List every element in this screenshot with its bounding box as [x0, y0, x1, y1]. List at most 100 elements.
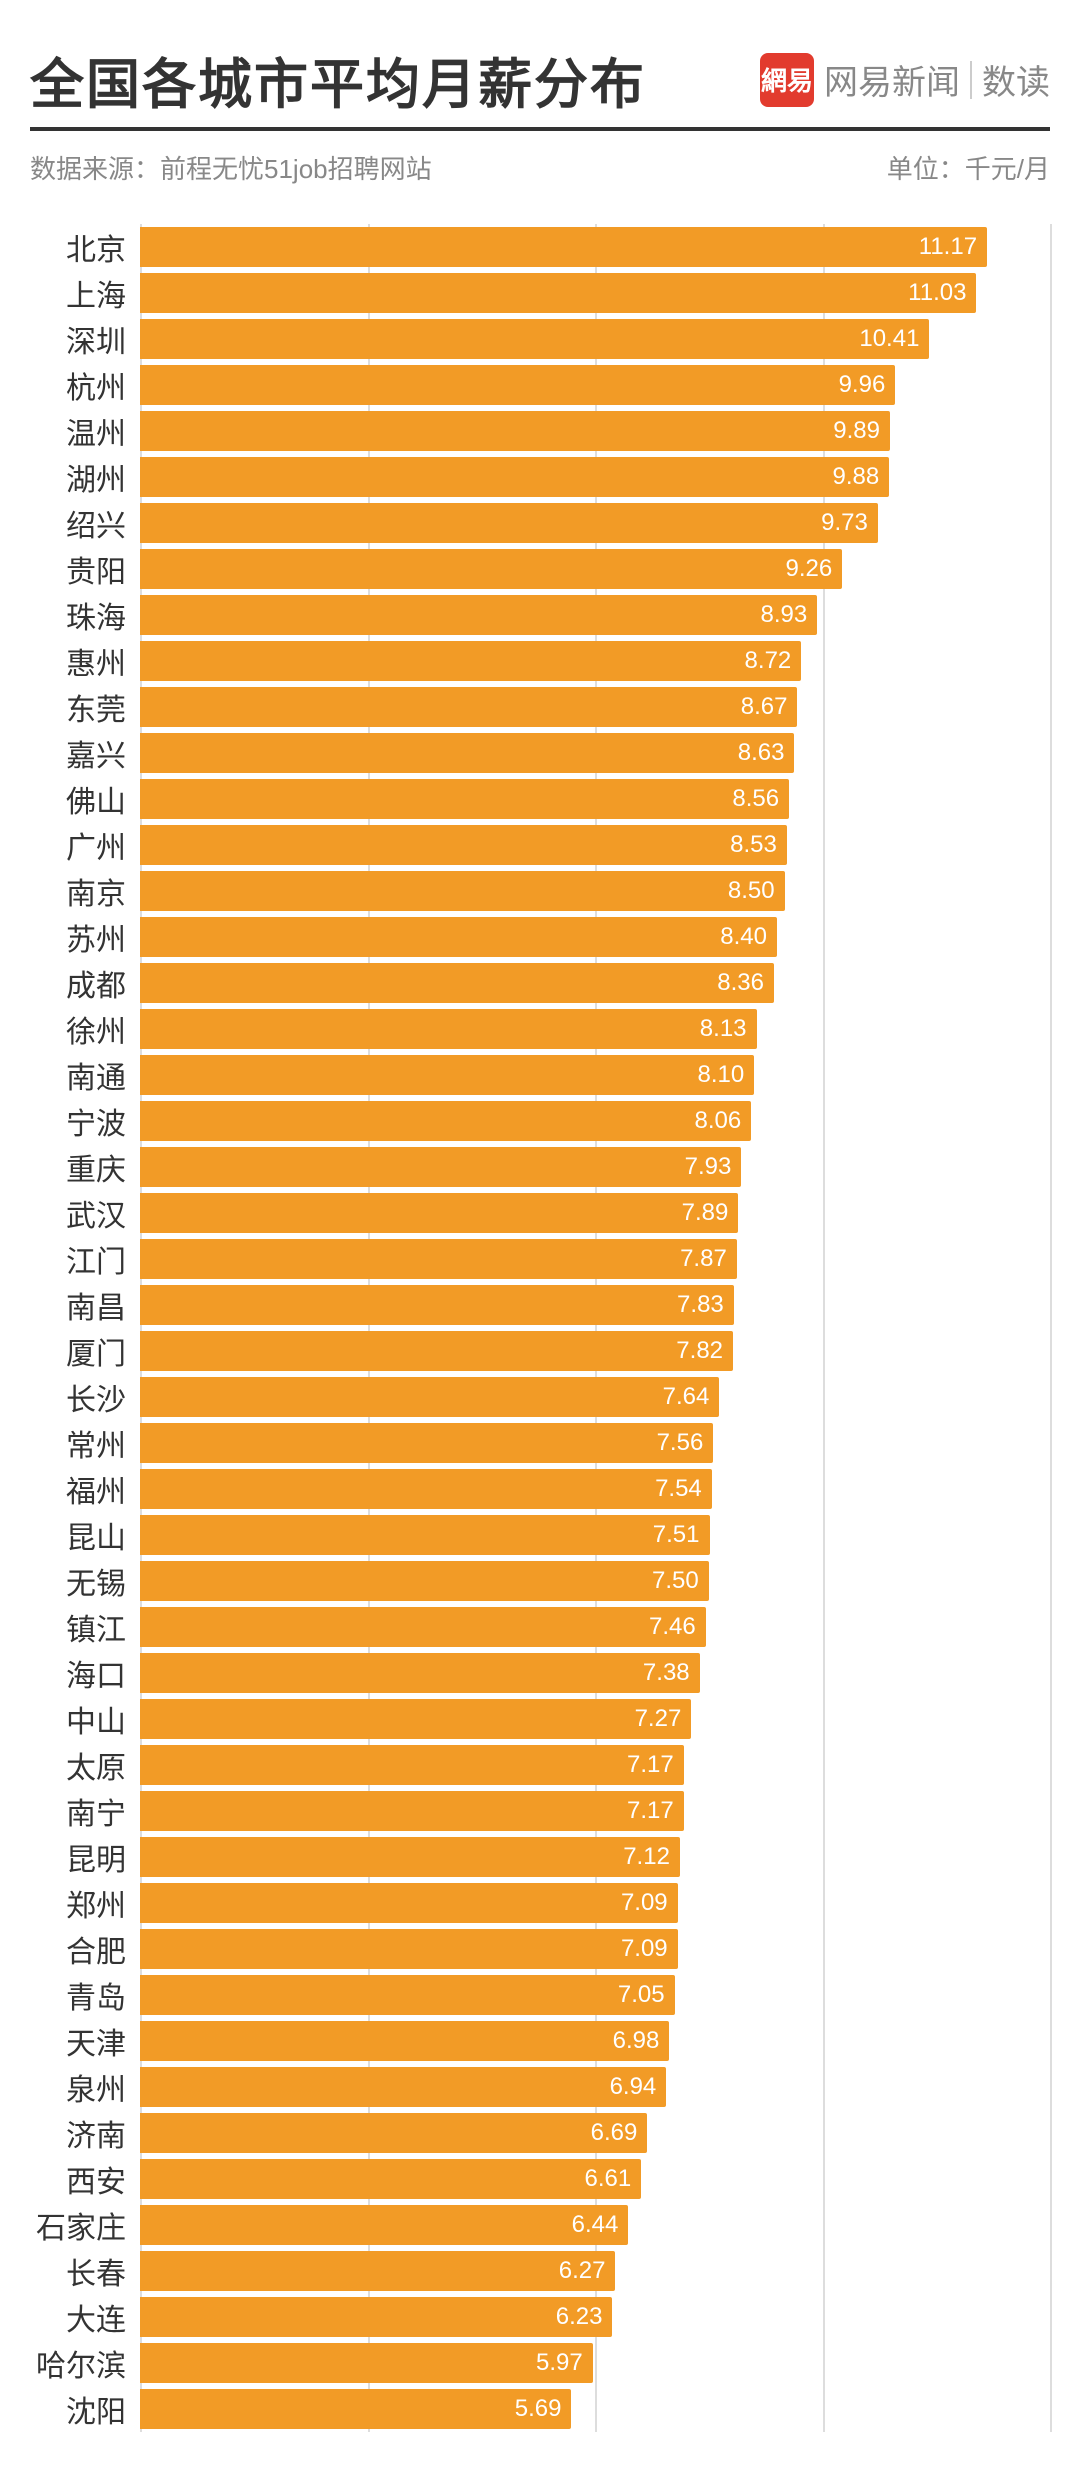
- salary-value: 7.38: [643, 1659, 690, 1687]
- city-label: 大连: [30, 2295, 140, 2339]
- salary-bar: 7.89: [140, 1193, 738, 1233]
- city-label: 长春: [30, 2249, 140, 2293]
- salary-value: 8.53: [730, 831, 777, 859]
- bar-cell: 5.97: [140, 2340, 1050, 2386]
- chart-row: 镇江7.46: [30, 1604, 1050, 1650]
- salary-value: 7.05: [618, 1981, 665, 2009]
- city-label: 长沙: [30, 1375, 140, 1419]
- city-label: 苏州: [30, 915, 140, 959]
- chart-row: 佛山8.56: [30, 776, 1050, 822]
- chart-row: 贵阳9.26: [30, 546, 1050, 592]
- bar-cell: 8.56: [140, 776, 1050, 822]
- salary-bar: 9.96: [140, 365, 895, 405]
- chart-row: 无锡7.50: [30, 1558, 1050, 1604]
- salary-bar: 9.88: [140, 457, 889, 497]
- salary-bar: 8.56: [140, 779, 789, 819]
- salary-value: 8.06: [694, 1107, 741, 1135]
- bar-cell: 8.63: [140, 730, 1050, 776]
- chart-row: 南通8.10: [30, 1052, 1050, 1098]
- salary-bar: 8.50: [140, 871, 785, 911]
- city-label: 东莞: [30, 685, 140, 729]
- bar-cell: 7.83: [140, 1282, 1050, 1328]
- city-label: 温州: [30, 409, 140, 453]
- chart-row: 温州9.89: [30, 408, 1050, 454]
- bar-cell: 10.41: [140, 316, 1050, 362]
- city-label: 佛山: [30, 777, 140, 821]
- bar-cell: 8.06: [140, 1098, 1050, 1144]
- salary-value: 5.69: [515, 2395, 562, 2423]
- chart-row: 长沙7.64: [30, 1374, 1050, 1420]
- salary-value: 7.17: [627, 1751, 674, 1779]
- salary-value: 8.13: [700, 1015, 747, 1043]
- salary-value: 7.56: [657, 1429, 704, 1457]
- bar-cell: 6.61: [140, 2156, 1050, 2202]
- chart-row: 合肥7.09: [30, 1926, 1050, 1972]
- city-label: 惠州: [30, 639, 140, 683]
- chart-row: 泉州6.94: [30, 2064, 1050, 2110]
- bar-cell: 8.13: [140, 1006, 1050, 1052]
- salary-bar: 7.09: [140, 1929, 678, 1969]
- chart-row: 常州 7.56: [30, 1420, 1050, 1466]
- brand-text-1: 网易新闻: [824, 55, 960, 104]
- city-label: 武汉: [30, 1191, 140, 1235]
- salary-bar: 7.51: [140, 1515, 710, 1555]
- salary-bar: 7.09: [140, 1883, 678, 1923]
- chart-plot-area: 北京11.17上海11.03深圳10.41杭州9.96温州9.89湖州9.88绍…: [30, 224, 1050, 2432]
- salary-bar: 8.72: [140, 641, 801, 681]
- salary-bar: 9.26: [140, 549, 842, 589]
- city-label: 珠海: [30, 593, 140, 637]
- bar-cell: 7.56: [140, 1420, 1050, 1466]
- city-label: 常州: [30, 1421, 140, 1465]
- chart-row: 昆明7.12: [30, 1834, 1050, 1880]
- bar-cell: 7.64: [140, 1374, 1050, 1420]
- city-label: 石家庄: [30, 2203, 140, 2247]
- salary-value: 6.69: [591, 2119, 638, 2147]
- salary-value: 7.17: [627, 1797, 674, 1825]
- salary-bar: 6.61: [140, 2159, 641, 2199]
- salary-value: 8.63: [738, 739, 785, 767]
- chart-row: 郑州7.09: [30, 1880, 1050, 1926]
- chart-row: 天津6.98: [30, 2018, 1050, 2064]
- salary-bar: 8.93: [140, 595, 817, 635]
- chart-row: 宁波8.06: [30, 1098, 1050, 1144]
- city-label: 沈阳: [30, 2387, 140, 2431]
- city-label: 重庆: [30, 1145, 140, 1189]
- city-label: 嘉兴: [30, 731, 140, 775]
- salary-value: 6.23: [556, 2303, 603, 2331]
- salary-bar: 7.93: [140, 1147, 741, 1187]
- salary-value: 11.17: [919, 233, 977, 261]
- brand-separator: [970, 61, 972, 99]
- salary-value: 8.50: [728, 877, 775, 905]
- chart-row: 沈阳 5.69: [30, 2386, 1050, 2432]
- bar-cell: 7.89: [140, 1190, 1050, 1236]
- salary-bar: 7.38: [140, 1653, 700, 1693]
- city-label: 北京: [30, 225, 140, 269]
- bar-cell: 7.82: [140, 1328, 1050, 1374]
- salary-bar: 8.36: [140, 963, 774, 1003]
- salary-value: 6.44: [572, 2211, 619, 2239]
- salary-bar: 8.53: [140, 825, 787, 865]
- bar-cell: 7.51: [140, 1512, 1050, 1558]
- salary-bar: 9.73: [140, 503, 878, 543]
- salary-bar: 8.10: [140, 1055, 754, 1095]
- city-label: 南宁: [30, 1789, 140, 1833]
- chart-row: 南昌7.83: [30, 1282, 1050, 1328]
- city-label: 广州: [30, 823, 140, 867]
- salary-value: 7.87: [680, 1245, 727, 1273]
- bar-cell: 8.72: [140, 638, 1050, 684]
- city-label: 厦门: [30, 1329, 140, 1373]
- bar-cell: 8.53: [140, 822, 1050, 868]
- city-label: 合肥: [30, 1927, 140, 1971]
- chart-row: 太原7.17: [30, 1742, 1050, 1788]
- chart-row: 江门7.87: [30, 1236, 1050, 1282]
- salary-bar: 6.69: [140, 2113, 647, 2153]
- chart-row: 湖州9.88: [30, 454, 1050, 500]
- bar-cell: 11.17: [140, 224, 1050, 270]
- brand-text-2: 数读: [982, 55, 1050, 104]
- city-label: 郑州: [30, 1881, 140, 1925]
- salary-bar: 6.94: [140, 2067, 666, 2107]
- header: 全国各城市平均月薪分布 網易 网易新闻 数读: [30, 40, 1050, 131]
- bar-cell: 9.88: [140, 454, 1050, 500]
- salary-value: 10.41: [859, 325, 919, 353]
- salary-value: 7.46: [649, 1613, 696, 1641]
